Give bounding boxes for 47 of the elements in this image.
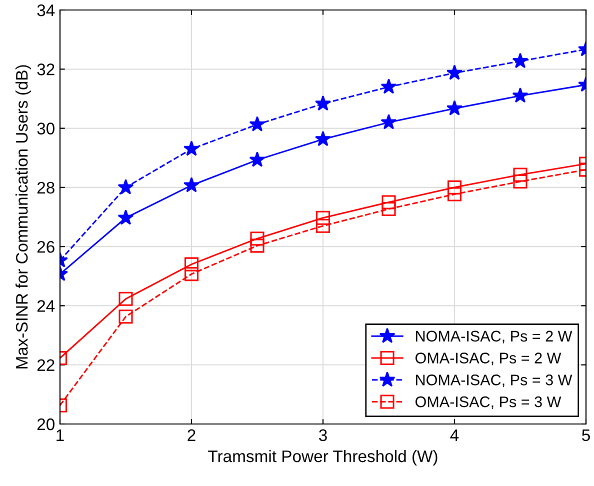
point <box>382 195 396 210</box>
point <box>316 210 330 225</box>
legend-label: NOMA-ISAC, Ps = 3 W <box>416 374 572 388</box>
point <box>118 179 134 194</box>
y-tick-label: 22 <box>37 359 54 371</box>
point <box>513 174 528 189</box>
legend-label: NOMA-ISAC, Ps = 2 W <box>416 330 572 344</box>
point <box>118 292 133 306</box>
y-tick-label: 20 <box>37 418 54 430</box>
point <box>314 95 332 111</box>
point <box>183 176 200 192</box>
y-tick-label: 28 <box>37 182 54 194</box>
legend-label: OMA-ISAC, Ps = 3 W <box>416 396 562 410</box>
x-tick-label: 5 <box>582 429 590 442</box>
point <box>250 238 264 253</box>
point <box>513 168 528 182</box>
point <box>380 78 397 94</box>
point <box>184 257 199 272</box>
x-tick-label: 3 <box>319 429 327 442</box>
point <box>512 52 528 68</box>
point <box>382 202 396 216</box>
x-tick-label: 4 <box>450 429 459 441</box>
x-tick-label: 2 <box>188 429 196 441</box>
point <box>314 130 332 146</box>
y-tick-label: 32 <box>37 64 54 76</box>
point <box>447 180 462 194</box>
point <box>249 116 266 132</box>
point <box>512 87 528 103</box>
y-tick-label: 24 <box>37 300 55 312</box>
y-axis-title: Max-SINR for Communication Users (dB) <box>16 65 32 368</box>
y-tick-label: 26 <box>37 240 54 253</box>
point <box>250 232 264 246</box>
point <box>183 140 200 156</box>
y-tick-label: 34 <box>37 4 55 16</box>
x-tick-label: 1 <box>56 429 64 441</box>
point <box>446 64 463 80</box>
point <box>447 187 462 202</box>
point <box>118 310 133 324</box>
point <box>316 218 330 233</box>
point <box>249 152 266 167</box>
legend-label: OMA-ISAC, Ps = 2 W <box>416 352 562 366</box>
point <box>380 114 397 130</box>
point <box>446 100 463 116</box>
point <box>184 267 199 282</box>
point <box>118 209 134 225</box>
y-tick-label: 30 <box>37 122 54 134</box>
x-axis-title: Tramsmit Power Threshold (W) <box>208 450 438 466</box>
